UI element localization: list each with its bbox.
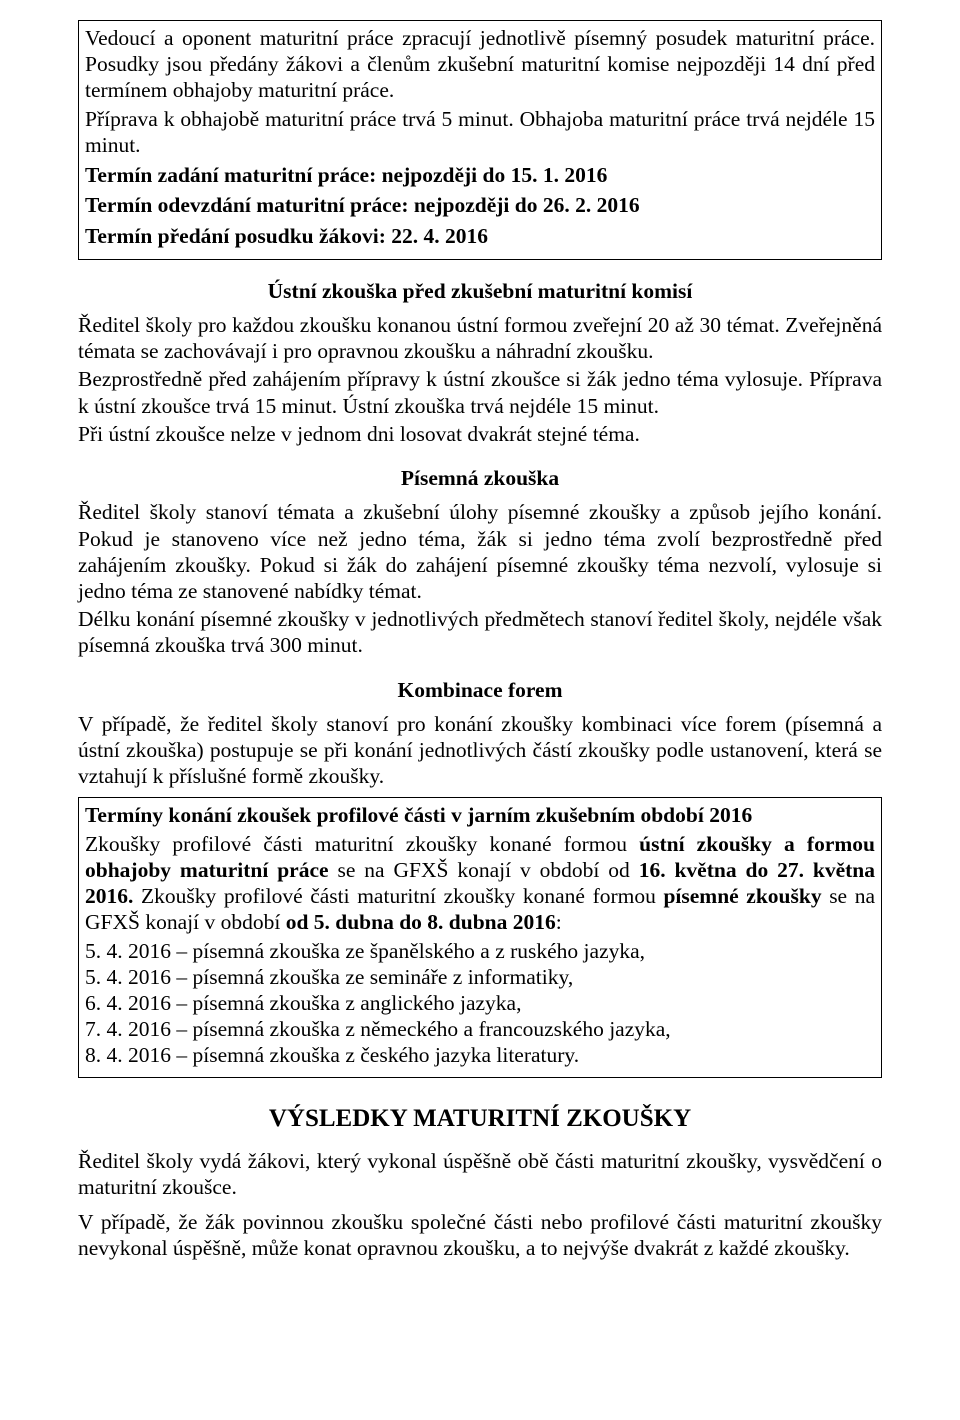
schedule-item-4: 7. 4. 2016 – písemná zkouška z německého… (85, 1016, 875, 1042)
oral-exam-p3: Při ústní zkoušce nelze v jednom dni los… (78, 421, 882, 447)
deadline-assignment: Termín zadání maturitní práce: nejpozděj… (85, 162, 875, 188)
schedule-run-1c: se na GFXŠ konají v období od (329, 858, 639, 882)
schedule-item-1: 5. 4. 2016 – písemná zkouška ze španělsk… (85, 938, 875, 964)
schedule-run-1f: písemné zkoušky (663, 884, 821, 908)
oral-exam-p1: Ředitel školy pro každou zkoušku konanou… (78, 312, 882, 364)
schedule-item-5: 8. 4. 2016 – písemná zkouška z českého j… (85, 1042, 875, 1068)
schedule-box: Termíny konání zkoušek profilové části v… (78, 797, 882, 1077)
heading-combination: Kombinace forem (78, 677, 882, 703)
schedule-item-2: 5. 4. 2016 – písemná zkouška ze semináře… (85, 964, 875, 990)
heading-results: VÝSLEDKY MATURITNÍ ZKOUŠKY (78, 1104, 882, 1135)
document-page: Vedoucí a oponent maturitní práce zpracu… (0, 0, 960, 1261)
schedule-body: Zkoušky profilové části maturitní zkoušk… (85, 831, 875, 936)
box1-paragraph-1: Vedoucí a oponent maturitní práce zpracu… (85, 25, 875, 104)
combination-p1: V případě, že ředitel školy stanoví pro … (78, 711, 882, 790)
schedule-run-1i: : (556, 910, 562, 934)
deadline-review: Termín předání posudku žákovi: 22. 4. 20… (85, 223, 875, 249)
deadlines-box-1: Vedoucí a oponent maturitní práce zpracu… (78, 20, 882, 260)
written-exam-p1: Ředitel školy stanoví témata a zkušební … (78, 499, 882, 604)
schedule-run-1a: Zkoušky profilové části maturitní zkoušk… (85, 832, 639, 856)
written-exam-p2: Délku konání písemné zkoušky v jednotliv… (78, 606, 882, 658)
heading-written-exam: Písemná zkouška (78, 465, 882, 491)
schedule-item-3: 6. 4. 2016 – písemná zkouška z anglickéh… (85, 990, 875, 1016)
schedule-title: Termíny konání zkoušek profilové části v… (85, 802, 875, 828)
oral-exam-p2: Bezprostředně před zahájením přípravy k … (78, 366, 882, 418)
schedule-run-1e: Zkoušky profilové části maturitní zkoušk… (133, 884, 663, 908)
deadline-submission: Termín odevzdání maturitní práce: nejpoz… (85, 192, 875, 218)
results-p2: V případě, že žák povinnou zkoušku spole… (78, 1209, 882, 1261)
results-p1: Ředitel školy vydá žákovi, který vykonal… (78, 1148, 882, 1200)
schedule-run-1h: od 5. dubna do 8. dubna 2016 (286, 910, 556, 934)
box1-paragraph-2: Příprava k obhajobě maturitní práce trvá… (85, 106, 875, 158)
heading-oral-exam: Ústní zkouška před zkušební maturitní ko… (78, 278, 882, 304)
